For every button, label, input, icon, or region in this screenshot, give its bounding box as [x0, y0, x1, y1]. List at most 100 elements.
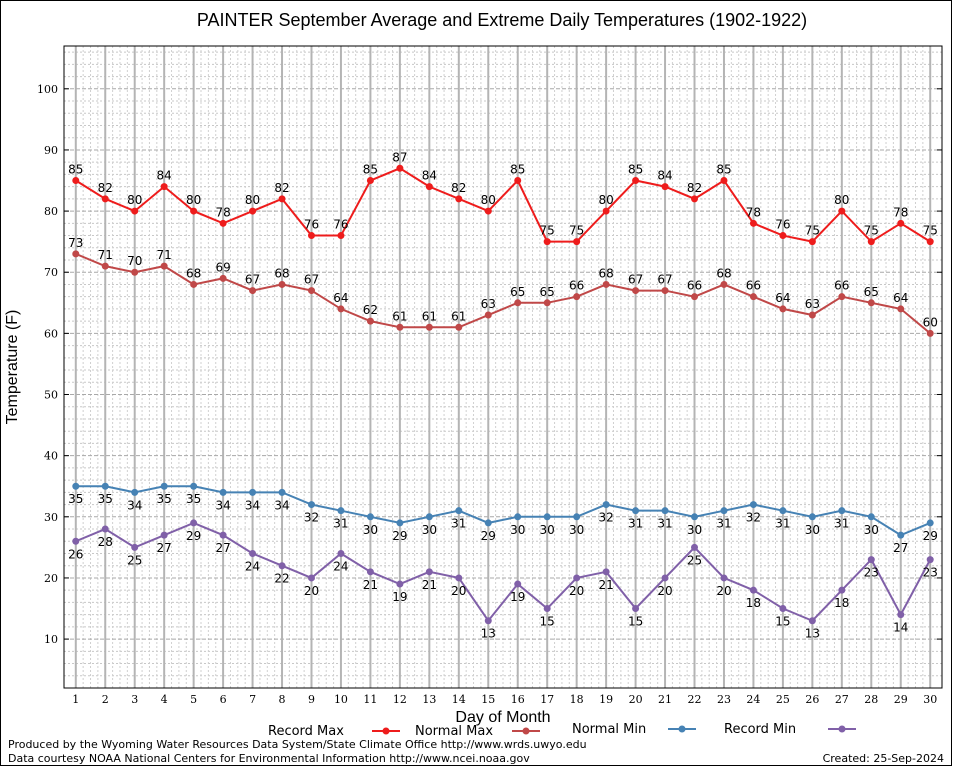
series-line — [75, 485, 931, 537]
x-tick-label: 7 — [249, 693, 256, 706]
data-label: 75 — [569, 224, 584, 238]
x-tick-label: 5 — [190, 693, 197, 706]
data-point — [425, 513, 433, 521]
data-label: 80 — [598, 193, 613, 207]
legend-label: Record Max — [268, 724, 344, 739]
data-point — [808, 311, 816, 319]
series-line — [75, 167, 931, 243]
data-point — [661, 183, 669, 191]
y-tick-label: 20 — [44, 572, 58, 585]
data-label: 29 — [392, 529, 407, 543]
data-point — [897, 531, 905, 539]
data-point — [720, 177, 728, 185]
data-label: 67 — [628, 273, 643, 287]
x-tick-label: 8 — [279, 693, 286, 706]
data-point — [160, 262, 168, 270]
data-point — [867, 299, 875, 307]
data-label: 30 — [540, 523, 555, 537]
data-label: 85 — [363, 163, 378, 177]
legend-marker — [522, 727, 530, 735]
data-label: 32 — [304, 511, 319, 525]
data-label: 70 — [127, 254, 142, 268]
data-point — [455, 574, 463, 582]
x-tick-label: 25 — [776, 693, 790, 706]
data-label: 35 — [98, 492, 113, 506]
data-label: 84 — [157, 169, 172, 183]
data-point — [337, 507, 345, 515]
x-tick-label: 18 — [570, 693, 584, 706]
data-point — [838, 207, 846, 215]
data-label: 69 — [215, 260, 230, 274]
data-point — [190, 280, 198, 288]
data-label: 85 — [510, 163, 525, 177]
x-tick-label: 17 — [540, 693, 554, 706]
data-label: 80 — [834, 193, 849, 207]
data-label: 76 — [304, 218, 319, 232]
x-tick-label: 9 — [308, 693, 315, 706]
data-point — [249, 207, 257, 215]
data-label: 75 — [923, 224, 938, 238]
data-point — [455, 195, 463, 203]
data-point — [514, 513, 522, 521]
data-point — [396, 519, 404, 527]
x-axis-label: Day of Month — [455, 709, 550, 726]
data-point — [838, 586, 846, 594]
data-label: 60 — [923, 315, 938, 329]
data-point — [867, 556, 875, 564]
data-label: 87 — [392, 150, 407, 164]
data-point — [602, 207, 610, 215]
legend-label: Normal Max — [415, 724, 493, 739]
data-label: 34 — [274, 498, 289, 512]
data-point — [72, 250, 80, 258]
data-label: 65 — [540, 285, 555, 299]
data-point — [278, 195, 286, 203]
y-tick-label: 30 — [44, 511, 58, 524]
data-point — [307, 287, 315, 295]
data-label: 82 — [451, 181, 466, 195]
data-label: 31 — [628, 517, 643, 531]
x-tick-label: 19 — [599, 693, 613, 706]
data-label: 30 — [805, 523, 820, 537]
data-point — [396, 164, 404, 172]
data-label: 24 — [245, 559, 260, 573]
data-point — [278, 562, 286, 570]
data-point — [190, 207, 198, 215]
data-point — [779, 605, 787, 613]
series-line — [75, 252, 931, 335]
data-point — [808, 513, 816, 521]
data-label: 35 — [68, 492, 83, 506]
data-point — [691, 293, 699, 301]
data-label: 82 — [687, 181, 702, 195]
y-tick-label: 80 — [44, 205, 58, 218]
data-point — [101, 195, 109, 203]
data-point — [219, 274, 227, 282]
data-label: 75 — [864, 224, 879, 238]
data-label: 20 — [451, 584, 466, 598]
footer-data-courtesy: Data courtesy NOAA National Centers for … — [8, 752, 530, 765]
data-label: 18 — [834, 596, 849, 610]
x-tick-label: 30 — [923, 693, 937, 706]
data-point — [131, 488, 139, 496]
data-point — [484, 617, 492, 625]
data-label: 23 — [864, 566, 879, 580]
x-tick-label: 24 — [746, 693, 760, 706]
x-tick-label: 14 — [452, 693, 466, 706]
data-point — [808, 238, 816, 246]
data-label: 30 — [687, 523, 702, 537]
data-label: 67 — [304, 273, 319, 287]
data-label: 35 — [186, 492, 201, 506]
data-point — [160, 183, 168, 191]
data-point — [484, 207, 492, 215]
data-label: 27 — [893, 541, 908, 555]
chart-title: PAINTER September Average and Extreme Da… — [197, 10, 807, 30]
data-point — [72, 537, 80, 545]
data-point — [661, 507, 669, 515]
data-label: 25 — [127, 553, 142, 567]
data-label: 64 — [775, 291, 790, 305]
data-point — [573, 293, 581, 301]
data-label: 67 — [657, 273, 672, 287]
data-label: 31 — [451, 517, 466, 531]
data-label: 32 — [746, 511, 761, 525]
